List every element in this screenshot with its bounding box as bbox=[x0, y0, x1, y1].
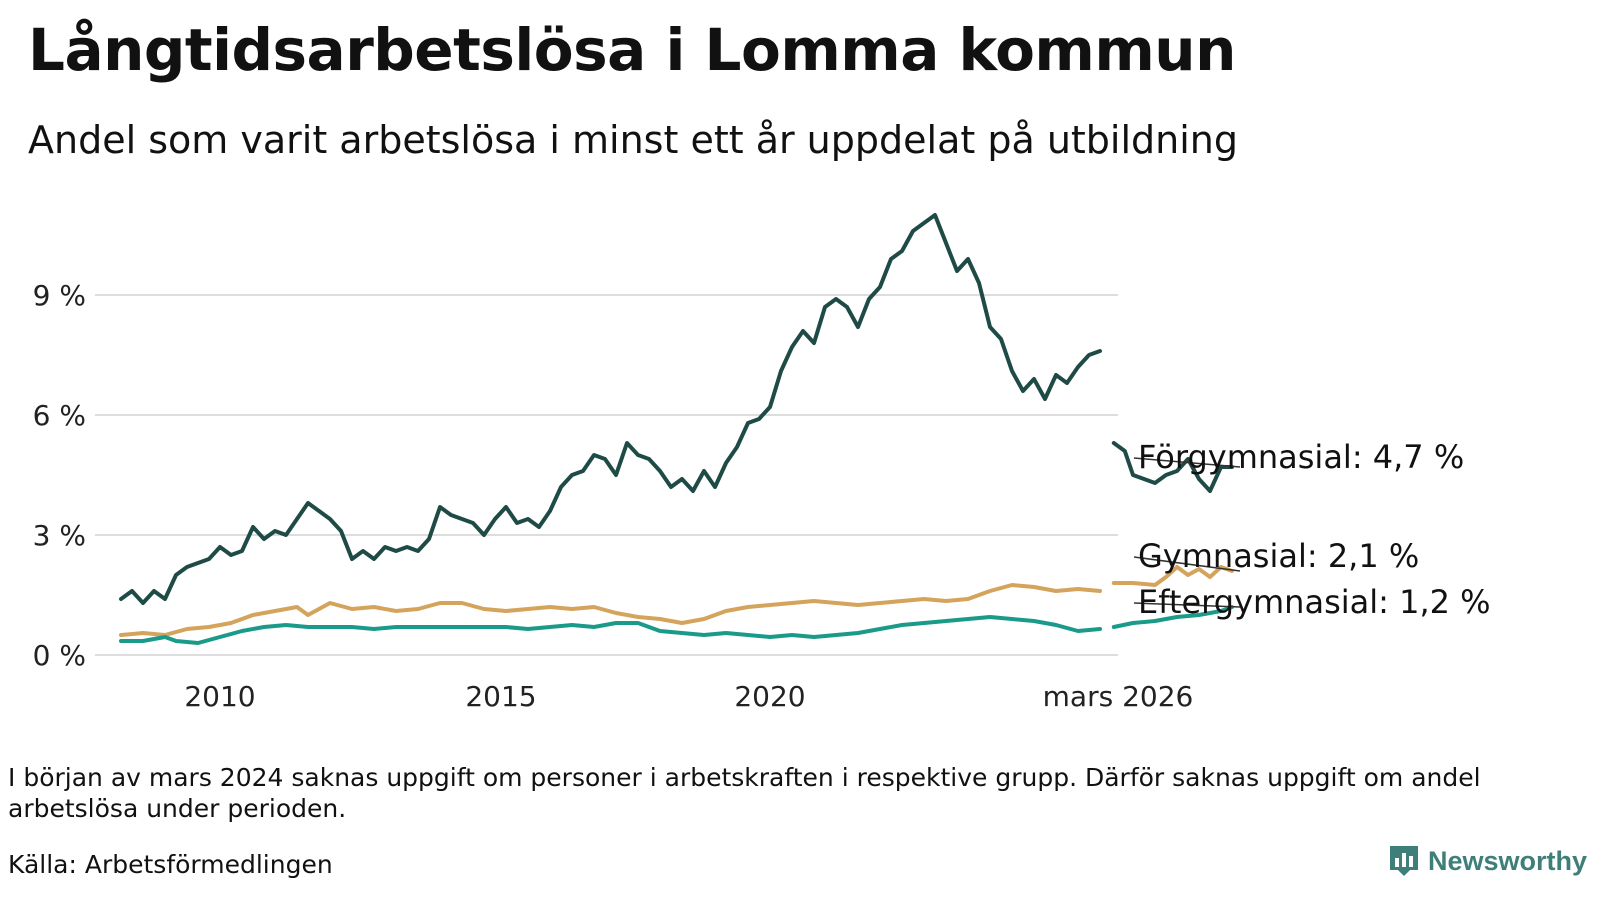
series-line-eftergymnasial bbox=[1111, 605, 1234, 629]
footnote: I början av mars 2024 saknas uppgift om … bbox=[8, 763, 1481, 823]
series-line-förgymnasial bbox=[1111, 441, 1234, 493]
brand-name: Newsworthy bbox=[1428, 845, 1588, 876]
x-tick-label: mars 2026 bbox=[1043, 680, 1194, 713]
y-tick-label: 6 % bbox=[33, 399, 86, 432]
label-connector bbox=[1133, 457, 1241, 468]
y-axis-ticks: 0 % 3 % 6 % 9 % bbox=[33, 279, 86, 672]
gridlines bbox=[95, 294, 1118, 656]
series-line-eftergymnasial bbox=[119, 615, 1102, 645]
y-tick-label: 0 % bbox=[33, 639, 86, 672]
x-tick-label: 2015 bbox=[465, 680, 536, 713]
x-tick-label: 2020 bbox=[734, 680, 805, 713]
series-line-gymnasial bbox=[1111, 565, 1234, 587]
series-lines bbox=[119, 213, 1234, 645]
line-chart: 0 % 3 % 6 % 9 % 2010 2015 2020 mars 2026 Förgy… bbox=[33, 213, 1491, 713]
y-tick-label: 9 % bbox=[33, 279, 86, 312]
bar-chart-badge-icon bbox=[1390, 846, 1418, 876]
series-line-förgymnasial bbox=[119, 213, 1102, 605]
x-tick-label: 2010 bbox=[184, 680, 255, 713]
y-tick-label: 3 % bbox=[33, 519, 86, 552]
series-end-label: Förgymnasial: 4,7 % bbox=[1138, 438, 1464, 476]
label-connector bbox=[1133, 602, 1241, 608]
series-end-label: Gymnasial: 2,1 % bbox=[1138, 537, 1419, 575]
series-end-label: Eftergymnasial: 1,2 % bbox=[1138, 583, 1491, 621]
source-credit: Källa: Arbetsförmedlingen bbox=[8, 850, 333, 879]
page-subtitle: Andel som varit arbetslösa i minst ett å… bbox=[28, 118, 1239, 162]
page-title: Långtidsarbetslösa i Lomma kommun bbox=[28, 16, 1236, 84]
label-connector bbox=[1133, 556, 1241, 572]
series-line-gymnasial bbox=[119, 583, 1102, 637]
x-axis-ticks: 2010 2015 2020 mars 2026 bbox=[184, 680, 1193, 713]
series-end-labels: Förgymnasial: 4,7 % Gymnasial: 2,1 % Efter… bbox=[1133, 438, 1491, 621]
brand-logo[interactable]: Newsworthy bbox=[1388, 844, 1587, 878]
